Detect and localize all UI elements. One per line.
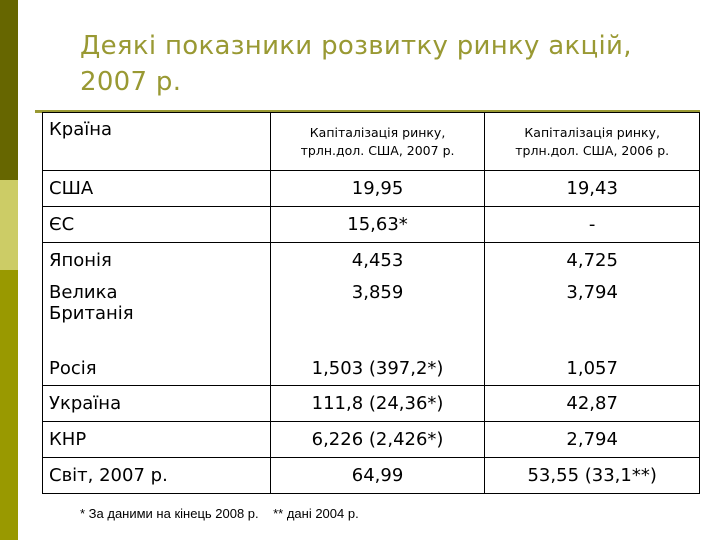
table-cell: 42,87	[484, 385, 700, 422]
table-cell: 1,503 (397,2*)	[269, 344, 486, 386]
table-cell: КНР	[42, 421, 271, 458]
table-cell: 2,794	[484, 421, 700, 458]
accent-strip	[0, 270, 18, 540]
table-row: Велика Британія 3,859 3,794	[42, 278, 700, 344]
table-row: США 19,95 19,43	[42, 170, 700, 207]
table-row: ЄС 15,63* -	[42, 206, 700, 243]
table-row: Світ, 2007 р. 64,99 53,55 (33,1**)	[42, 457, 700, 494]
table-cell: США	[42, 170, 271, 207]
table-cell: 53,55 (33,1**)	[484, 457, 700, 494]
table-cell: Велика Британія	[42, 278, 271, 344]
table-cell: 19,95	[269, 170, 486, 207]
table-cell: 4,725	[484, 242, 700, 278]
data-table: Країна Капіталізація ринку, трлн.дол. СШ…	[42, 112, 700, 494]
title-rule	[35, 110, 700, 113]
header-cell: Капіталізація ринку, трлн.дол. США, 2007…	[269, 112, 486, 171]
table-cell: 19,43	[484, 170, 700, 207]
table-cell: -	[484, 206, 700, 243]
table-cell: Україна	[42, 385, 271, 422]
table-row: Україна 111,8 (24,36*) 42,87	[42, 385, 700, 422]
footnote: * За даними на кінець 2008 р. ** дані 20…	[80, 506, 359, 521]
header-cell: Капіталізація ринку, трлн.дол. США, 2006…	[484, 112, 700, 171]
slide-title: Деякі показники розвитку ринку акцій, 20…	[80, 31, 632, 97]
accent-strip	[0, 180, 18, 270]
table-cell: 111,8 (24,36*)	[269, 385, 486, 422]
table-cell: 6,226 (2,426*)	[269, 421, 486, 458]
accent-strip	[0, 0, 18, 180]
table-cell: 4,453	[269, 242, 486, 278]
table-cell: ЄС	[42, 206, 271, 243]
table-cell: 64,99	[269, 457, 486, 494]
cell-text: Велика Британія	[49, 282, 134, 324]
table-row: Японія 4,453 4,725	[42, 242, 700, 278]
table-cell: 3,794	[484, 278, 700, 344]
table-row: КНР 6,226 (2,426*) 2,794	[42, 421, 700, 458]
table-row: Росія 1,503 (397,2*) 1,057	[42, 344, 700, 386]
table-cell: Росія	[42, 344, 271, 386]
table-cell: 15,63*	[269, 206, 486, 243]
table-cell: 1,057	[484, 344, 700, 386]
header-row: Країна Капіталізація ринку, трлн.дол. СШ…	[42, 112, 700, 171]
table-cell: Світ, 2007 р.	[42, 457, 271, 494]
header-cell: Країна	[42, 112, 271, 171]
table-cell: Японія	[42, 242, 271, 278]
table-cell: 3,859	[269, 278, 486, 344]
